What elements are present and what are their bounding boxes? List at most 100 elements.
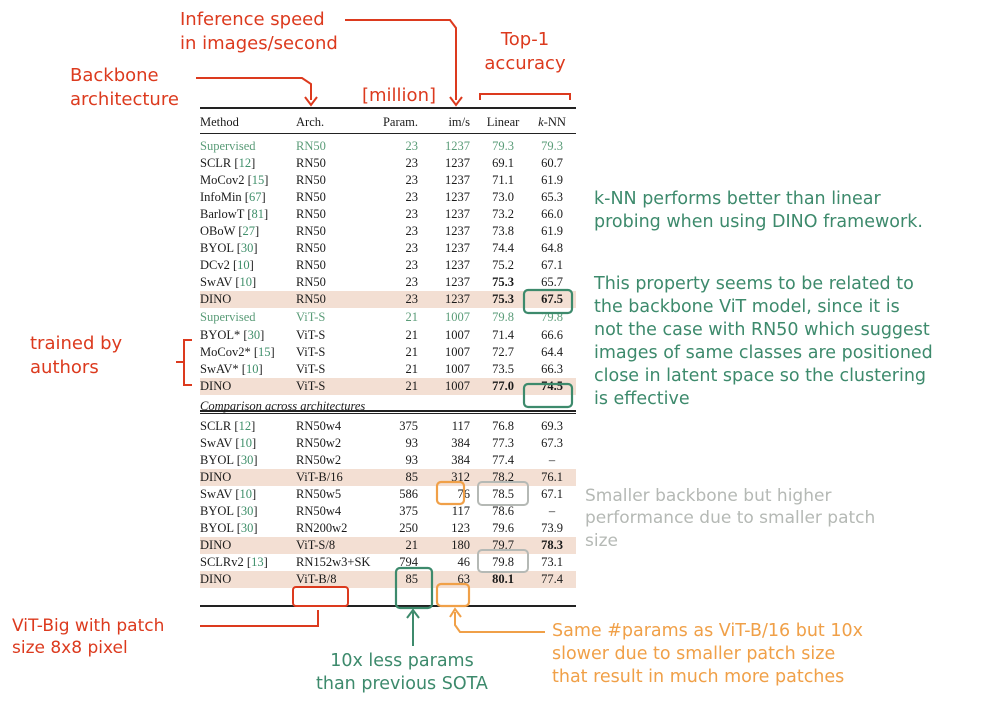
cell-linear: 73.8: [492, 224, 514, 238]
citation-ref[interactable]: 30: [240, 504, 254, 518]
cell-method: BarlowT [81]: [200, 206, 268, 223]
cell-arch: RN50: [296, 156, 326, 170]
cell-method: DINO: [200, 469, 231, 486]
table-row: BarlowT [81] RN50 23 1237 73.2 66.0: [200, 206, 576, 223]
citation-ref[interactable]: 67: [248, 190, 262, 204]
cell-method: DINO: [200, 291, 231, 308]
cell-arch: RN50: [296, 224, 326, 238]
cell-knn: 66.3: [541, 362, 563, 376]
cell-speed: 1237: [445, 173, 470, 187]
citation-ref[interactable]: 10: [245, 362, 259, 376]
cell-linear: 79.3: [492, 139, 514, 153]
ref-bracket: [: [233, 504, 241, 518]
method-name: SCLRv2: [200, 555, 244, 569]
cell-method: BYOL [30]: [200, 240, 258, 257]
cell-linear: 77.4: [492, 453, 514, 467]
header-speed: im/s: [448, 115, 470, 129]
cell-knn: 76.1: [541, 470, 563, 484]
cell-linear: 79.8: [492, 555, 514, 569]
citation-ref[interactable]: 15: [258, 345, 271, 359]
cell-method: Supervised: [200, 308, 256, 327]
cell-knn: 66.0: [541, 207, 563, 221]
table-section-rule: [200, 412, 576, 414]
cell-arch: RN50: [296, 173, 326, 187]
citation-ref[interactable]: 27: [242, 224, 255, 238]
cell-linear: 76.8: [492, 419, 514, 433]
citation-ref[interactable]: 13: [251, 555, 264, 569]
table-row: OBoW [27] RN50 23 1237 73.8 61.9: [200, 223, 576, 240]
citation-ref[interactable]: 15: [251, 173, 265, 187]
ref-bracket: ]: [254, 224, 260, 238]
citation-ref[interactable]: 12: [238, 156, 252, 170]
cell-knn: 74.5: [541, 379, 563, 393]
citation-ref[interactable]: 30: [240, 521, 254, 535]
table-row: SwAV* [10] ViT-S 21 1007 73.5 66.3: [200, 361, 576, 378]
cell-arch: RN50w2: [296, 453, 342, 467]
cell-speed: 117: [451, 419, 470, 433]
cell-linear: 72.7: [492, 345, 514, 359]
annotation-smaller-backbone: Smaller backbone but higher performance …: [585, 486, 876, 551]
cell-linear: 73.0: [492, 190, 514, 204]
cell-method: MoCov2 [15]: [200, 172, 268, 189]
method-name: DINO: [200, 292, 232, 306]
cell-param: 23: [405, 292, 419, 306]
cell-param: 23: [405, 190, 419, 204]
method-name: BYOL: [200, 453, 234, 467]
cell-method: OBoW [27]: [200, 223, 259, 240]
cell-param: 21: [405, 345, 419, 359]
box-speed-vitb16: [435, 480, 466, 506]
cell-linear: 74.4: [492, 241, 514, 255]
cell-linear: 78.6: [492, 504, 514, 518]
cell-speed: 1007: [445, 345, 470, 359]
cell-speed: 123: [451, 521, 470, 535]
cell-linear: 73.2: [492, 207, 514, 221]
header-param: Param.: [382, 115, 418, 129]
cell-speed: 117: [451, 504, 470, 518]
arrow-inference: [345, 19, 457, 100]
cell-param: 93: [405, 436, 419, 450]
cell-linear: 78.2: [492, 470, 514, 484]
citation-ref[interactable]: 81: [251, 207, 265, 221]
cell-param: 375: [399, 419, 418, 433]
cell-speed: 63: [457, 572, 471, 586]
cell-method: DINO: [200, 378, 231, 395]
citation-ref[interactable]: 30: [240, 241, 254, 255]
cell-knn: 60.7: [541, 156, 563, 170]
citation-ref[interactable]: 12: [238, 419, 252, 433]
table-row: SCLR [12] RN50 23 1237 69.1 60.7: [200, 155, 576, 172]
cell-arch: RN50w4: [296, 419, 342, 433]
citation-ref[interactable]: 30: [247, 328, 261, 342]
cell-speed: 1007: [445, 362, 470, 376]
cell-speed: 1237: [445, 241, 470, 255]
citation-ref[interactable]: 10: [237, 258, 250, 272]
table-row: SCLR [12] RN50w4 375 117 76.8 69.3: [200, 418, 576, 435]
method-name: SCLR: [200, 419, 232, 433]
method-name: DINO: [200, 538, 232, 552]
citation-ref[interactable]: 10: [239, 436, 253, 450]
annotation-vit-big: ViT-Big with patch size 8x8 pixel: [12, 616, 165, 659]
annotation-same-params: Same #params as ViT-B/16 but 10x slower …: [552, 621, 863, 688]
bracket-trained: [183, 339, 192, 386]
citation-ref[interactable]: 10: [239, 487, 253, 501]
table-row: DINO RN50 23 1237 75.3 67.5: [200, 291, 576, 308]
citation-ref[interactable]: 10: [239, 275, 253, 289]
cell-linear: 80.1: [492, 572, 514, 586]
cell-method: SCLRv2 [13]: [200, 554, 268, 571]
ref-bracket: [: [238, 362, 246, 376]
method-name: MoCov2: [200, 173, 245, 187]
cell-arch: RN50w5: [296, 487, 342, 501]
cell-linear: 69.1: [492, 156, 514, 170]
ref-bracket: [: [232, 275, 240, 289]
method-name: DINO: [200, 379, 232, 393]
cell-speed: 1007: [445, 310, 470, 324]
table-row: DCv2 [10] RN50 23 1237 75.2 67.1: [200, 257, 576, 274]
table-row: BYOL [30] RN50w2 93 384 77.4 –: [200, 452, 576, 469]
table-row: DINO ViT-B/8 85 63 80.1 77.4: [200, 571, 576, 588]
cell-linear: 77.3: [492, 436, 514, 450]
cell-param: 23: [405, 275, 419, 289]
table-row: MoCov2* [15] ViT-S 21 1007 72.7 64.4: [200, 344, 576, 361]
ref-bracket: [: [229, 258, 238, 272]
citation-ref[interactable]: 30: [240, 453, 254, 467]
cell-linear: 79.7: [492, 538, 514, 552]
